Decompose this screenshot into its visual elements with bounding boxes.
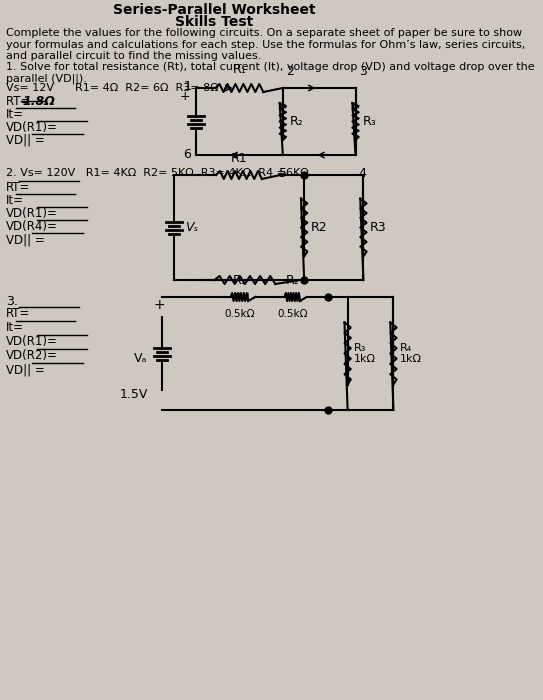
Text: 6: 6	[184, 148, 191, 162]
Text: 2: 2	[286, 65, 294, 78]
Text: 3.: 3.	[7, 295, 18, 308]
Text: VD|| =: VD|| =	[7, 233, 45, 246]
Text: 1.5V: 1.5V	[119, 389, 148, 402]
Text: Skills Test: Skills Test	[175, 15, 253, 29]
Text: VD(R1)=: VD(R1)=	[7, 335, 58, 348]
Text: 2. Vs= 120V   R1= 4KΩ  R2= 5KΩ  R3= 4KΩ  R4 =6KΩ: 2. Vs= 120V R1= 4KΩ R2= 5KΩ R3= 4KΩ R4 =…	[7, 168, 309, 178]
Text: RT=: RT=	[7, 181, 31, 194]
Text: 3: 3	[359, 65, 367, 78]
Text: Vs= 12V      R1= 4Ω  R2= 6Ω  R3= 8Ω: Vs= 12V R1= 4Ω R2= 6Ω R3= 8Ω	[7, 83, 219, 93]
Text: R₂: R₂	[290, 115, 304, 128]
Text: Vₐ: Vₐ	[134, 352, 148, 365]
Text: VD(R1)=: VD(R1)=	[7, 121, 58, 134]
Text: R₃
1kΩ: R₃ 1kΩ	[354, 343, 376, 364]
Text: RT=: RT=	[7, 95, 34, 108]
Text: It=: It=	[7, 321, 24, 334]
Text: VD|| =: VD|| =	[7, 134, 45, 147]
Text: R2: R2	[311, 221, 327, 234]
Text: 0.5kΩ: 0.5kΩ	[277, 309, 307, 319]
Text: +: +	[180, 90, 190, 102]
Text: It=: It=	[7, 194, 24, 207]
Text: R₁: R₁	[232, 274, 247, 287]
Text: Vₛ: Vₛ	[185, 221, 198, 234]
Text: Complete the values for the following circuits. On a separate sheet of paper be : Complete the values for the following ci…	[7, 28, 526, 61]
Text: RT=: RT=	[7, 307, 31, 320]
Text: 1. Solve for total resistance (Rt), total current (It), voltage drop (VD) and vo: 1. Solve for total resistance (Rt), tota…	[7, 62, 535, 84]
Text: VD|| =: VD|| =	[7, 363, 45, 376]
Text: R₃: R₃	[363, 115, 376, 128]
Text: VD(R4)=: VD(R4)=	[7, 220, 58, 233]
Text: VD(R2)=: VD(R2)=	[7, 349, 58, 362]
Text: +: +	[154, 298, 166, 312]
Text: R₁: R₁	[232, 63, 247, 76]
Text: VD(R1)=: VD(R1)=	[7, 207, 58, 220]
Text: Series-Parallel Worksheet: Series-Parallel Worksheet	[113, 3, 315, 17]
Text: R1: R1	[231, 152, 247, 165]
Text: R₂: R₂	[286, 274, 299, 287]
Text: R₄
1kΩ: R₄ 1kΩ	[400, 343, 422, 364]
Text: 1.8Ω: 1.8Ω	[22, 95, 55, 108]
Text: 0.5kΩ: 0.5kΩ	[224, 309, 255, 319]
Text: 1: 1	[184, 80, 191, 92]
Text: It=: It=	[7, 108, 24, 121]
Text: R3: R3	[370, 221, 387, 234]
Text: 5: 5	[279, 167, 287, 180]
Text: 4: 4	[359, 167, 367, 180]
Text: R4: R4	[235, 292, 251, 305]
